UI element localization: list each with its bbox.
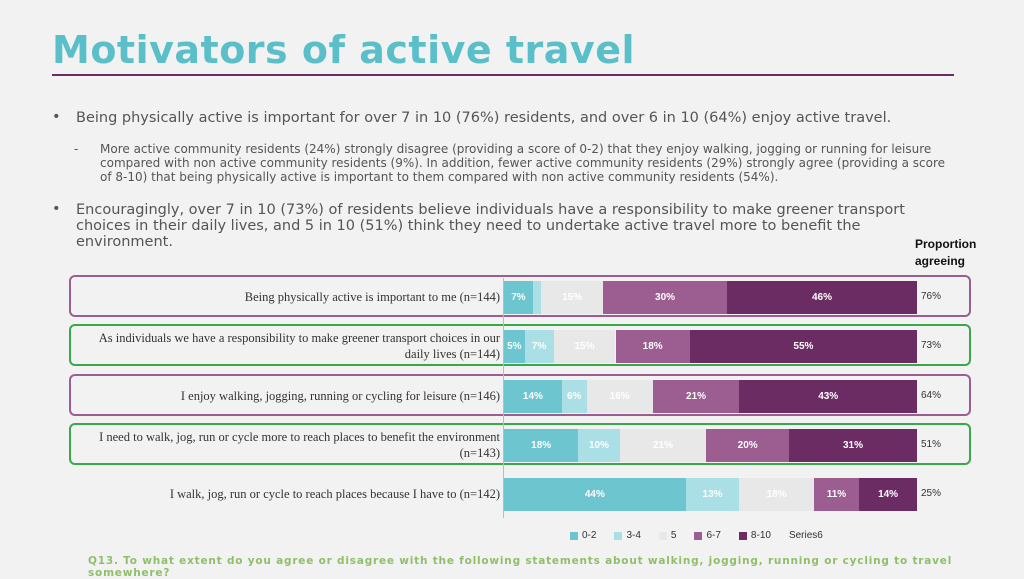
legend-swatch xyxy=(694,531,703,540)
bar-segment-8-10: 55% xyxy=(689,330,917,363)
category-label: Being physically active is important to … xyxy=(244,290,500,304)
bar-segment-3-4: 10% xyxy=(578,429,620,462)
legend-item: Series6 xyxy=(789,530,823,541)
category-label: I enjoy walking, jogging, running or cyc… xyxy=(180,389,500,403)
row-highlight-box xyxy=(69,423,971,465)
bar-segment-6-7: 20% xyxy=(706,429,789,462)
page-title: Motivators of active travel xyxy=(52,28,635,72)
legend-label: 0-2 xyxy=(582,530,597,541)
chart-legend: 0-2 3-4 5 6-7 8-10 Series6 xyxy=(570,530,823,541)
row-highlight-box xyxy=(69,275,971,317)
legend-label: 5 xyxy=(670,530,677,541)
legend-label: Series6 xyxy=(788,530,823,541)
bar-segment-3-4: 7% xyxy=(524,330,554,363)
bullet-dot: • xyxy=(52,201,61,217)
row-highlight-box xyxy=(69,374,971,416)
bar-segment-6-7: 11% xyxy=(813,478,860,511)
bar-segment-6-7: 30% xyxy=(603,281,727,314)
proportion-value: 25% xyxy=(921,488,942,499)
proportion-value: 51% xyxy=(921,439,942,450)
bar-segment-5: 15% xyxy=(541,281,604,314)
category-label: I need to walk, jog, run or cycle more t… xyxy=(99,430,500,460)
bar-segment-0-2: 5% xyxy=(504,330,525,363)
legend-swatch xyxy=(738,531,747,540)
legend-item: 3-4 xyxy=(614,530,641,541)
proportion-header: Proportion agreeing xyxy=(915,237,977,268)
category-label: I walk, jog, run or cycle to reach place… xyxy=(169,487,500,501)
category-label: As individuals we have a responsibility … xyxy=(98,331,500,361)
footer-question: Q13. To what extent do you agree or disa… xyxy=(88,555,953,579)
legend-item: 0-2 xyxy=(570,530,596,541)
sub-bullet-dash: - xyxy=(74,142,79,156)
bar-segment-5: 21% xyxy=(619,429,707,462)
bullet-dot: • xyxy=(52,109,61,125)
bar-segment-3-4: 6% xyxy=(561,380,587,413)
bar-segment-8-10: 46% xyxy=(727,281,917,314)
title-rule xyxy=(52,74,954,76)
legend-swatch xyxy=(570,531,578,540)
bar-segment-5: 16% xyxy=(586,380,653,413)
bar-segment-8-10: 31% xyxy=(788,429,917,462)
bar-segment-0-2: 44% xyxy=(504,478,686,511)
bar-segment-6-7: 18% xyxy=(615,330,690,363)
bar-segment-0-2: 7% xyxy=(504,281,533,314)
legend-label: 3-4 xyxy=(626,530,641,541)
bar-segment-5: 15% xyxy=(553,330,616,363)
bar-segment-3-4 xyxy=(532,281,542,314)
legend-item: 5 xyxy=(658,530,677,541)
bar-segment-6-7: 21% xyxy=(652,380,740,413)
bullet-1-text: Being physically active is important for… xyxy=(76,110,892,126)
proportion-value: 76% xyxy=(921,291,942,302)
legend-label: 8-10 xyxy=(750,530,771,541)
legend-swatch xyxy=(614,531,623,540)
bar-segment-8-10: 43% xyxy=(739,380,917,413)
proportion-value: 64% xyxy=(921,390,942,401)
chart-axis xyxy=(503,278,504,518)
bar-segment-0-2: 14% xyxy=(504,380,562,413)
proportion-value: 73% xyxy=(921,340,942,351)
legend-label: 6-7 xyxy=(706,530,721,541)
legend-item: 8-10 xyxy=(738,530,771,541)
legend-swatch xyxy=(658,531,667,540)
bullet-2-text: Encouragingly, over 7 in 10 (73%) of res… xyxy=(76,202,905,250)
bar-segment-0-2: 18% xyxy=(504,429,579,462)
bar-segment-3-4: 13% xyxy=(685,478,740,511)
bar-segment-8-10: 14% xyxy=(859,478,917,511)
sub-bullet-text: More active community residents (24%) st… xyxy=(100,142,946,184)
legend-item: 6-7 xyxy=(694,530,721,541)
row-highlight-box xyxy=(69,324,971,366)
bar-segment-5: 18% xyxy=(739,478,814,511)
